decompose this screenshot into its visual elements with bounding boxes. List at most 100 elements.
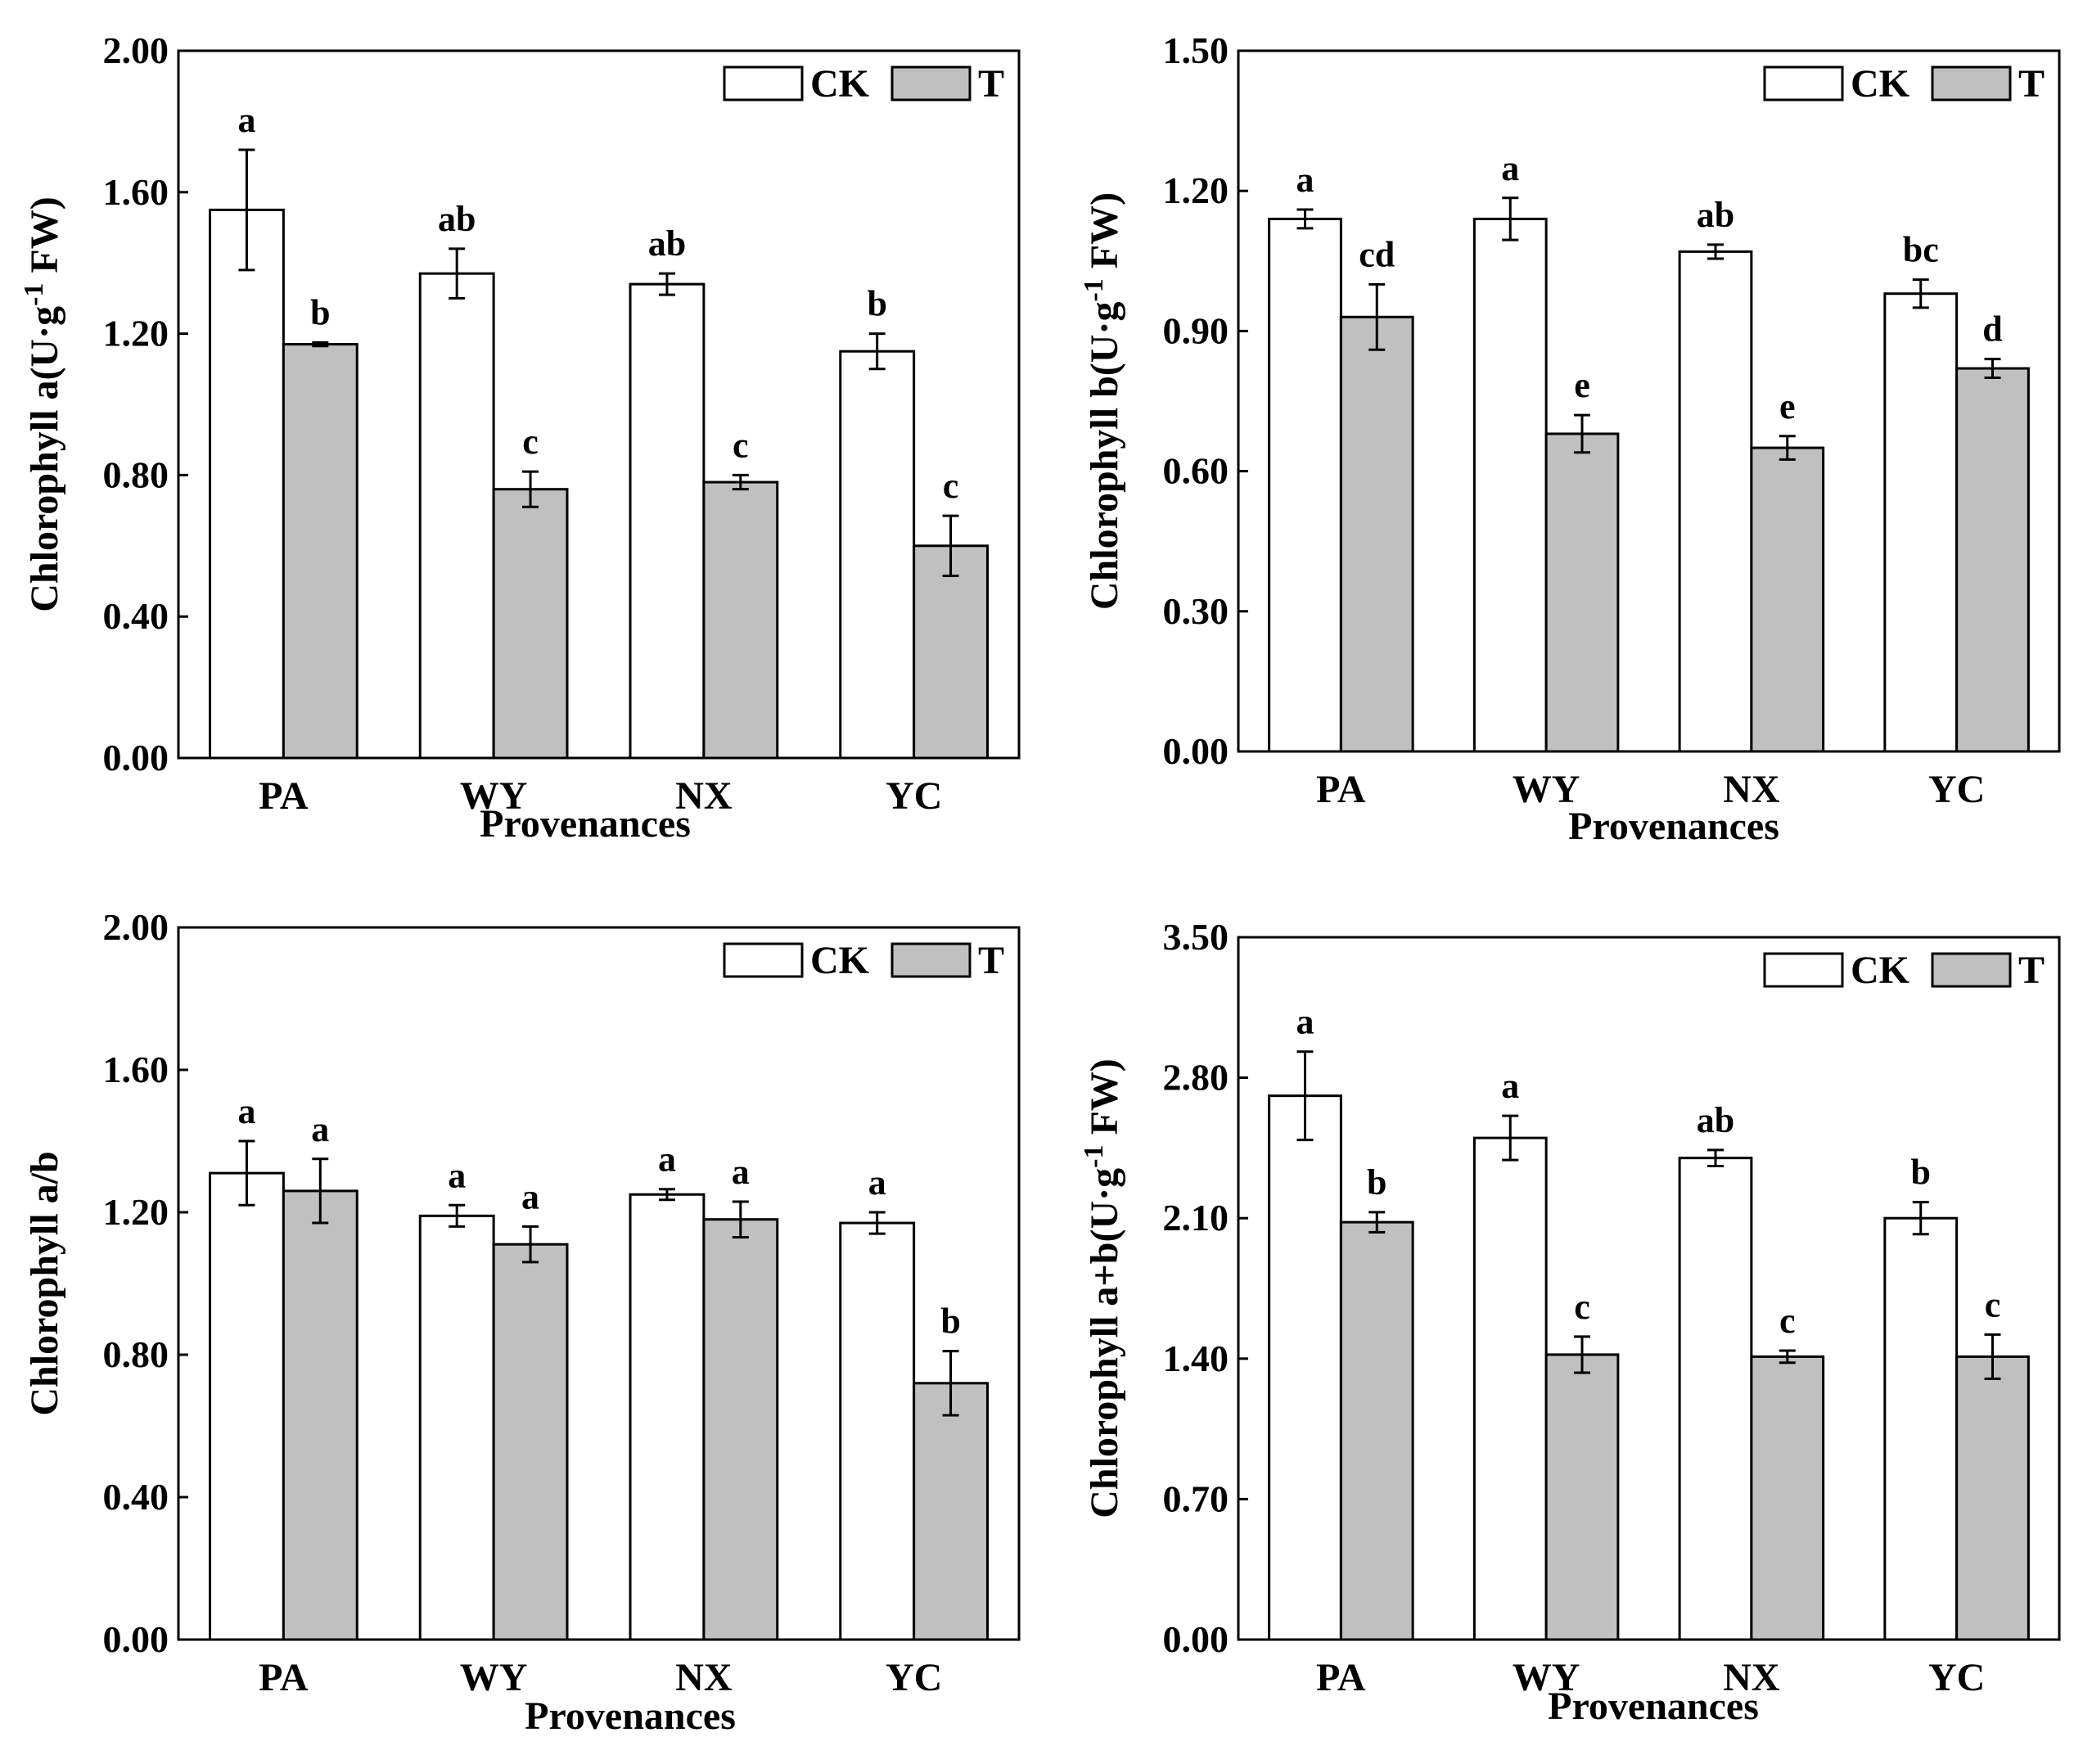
y-axis-label-unit: FW)	[1083, 192, 1126, 278]
significance-letter: c	[1779, 1301, 1796, 1341]
bar-t-pa	[282, 1189, 358, 1641]
legend-label-ck: CK	[1851, 62, 1909, 106]
y-axis-label: Chlorophyll a+b(U·g-1 FW)	[1079, 1058, 1126, 1518]
significance-letter: a	[732, 1152, 750, 1192]
y-tick-label: 0.80	[103, 453, 169, 495]
bar-ck-wy	[418, 272, 495, 760]
x-category-label: NX	[1723, 1656, 1780, 1699]
significance-letter: a	[237, 1091, 255, 1131]
bar-ck-yc	[839, 1221, 916, 1641]
x-category-label: NX	[1723, 768, 1780, 811]
significance-letter: c	[522, 422, 539, 462]
bar-ck-pa	[1268, 217, 1342, 753]
chart-panel-top-left: 0.000.400.801.201.602.00PAabWYabcNXabcYC…	[19, 29, 1021, 846]
significance-letter: ab	[438, 199, 476, 239]
significance-letter: ab	[1697, 1100, 1734, 1140]
significance-letter: a	[658, 1139, 676, 1180]
significance-letter: a	[868, 1162, 886, 1202]
y-axis-label-main: Chlorophyll a/b	[23, 1151, 66, 1415]
y-tick-label: 0.80	[103, 1333, 169, 1375]
x-category-label: WY	[1513, 768, 1580, 811]
y-tick-label: 0.00	[103, 1618, 169, 1660]
legend-label-ck: CK	[810, 62, 869, 106]
y-axis-label-main: Chlorophyll a+b(U·g	[1083, 1168, 1126, 1518]
legend-label-t: T	[2018, 949, 2045, 992]
x-category-label: WY	[460, 1656, 528, 1699]
y-tick-label: 0.40	[103, 1476, 169, 1518]
significance-letter: a	[1501, 1066, 1519, 1106]
legend: CK T	[723, 62, 1004, 106]
legend-label-t: T	[978, 939, 1004, 982]
bar-ck-pa	[209, 208, 285, 760]
bar-ck-wy	[418, 1214, 495, 1641]
x-category-label: PA	[1316, 768, 1366, 811]
bar-ck-nx	[629, 1193, 706, 1641]
y-axis-label-main: Chlorophyll b(U·g	[1083, 302, 1126, 611]
legend-swatch-ck	[723, 65, 804, 102]
x-axis-label: Provenances	[1568, 805, 1779, 848]
y-tick-label: 1.20	[1163, 169, 1229, 211]
y-tick-label: 3.50	[1163, 916, 1229, 958]
chart-panel-bottom-right: 0.000.701.402.102.803.50PAabWYacNXabcYCb…	[1079, 916, 2061, 1728]
y-tick-label: 0.00	[1163, 1618, 1229, 1660]
significance-letter: b	[1367, 1162, 1386, 1202]
y-axis-label-main: Chlorophyll a(U·g	[23, 306, 66, 612]
y-tick-label: 1.60	[103, 1049, 169, 1090]
y-tick-label: 2.10	[1163, 1197, 1229, 1238]
significance-letter: ab	[1697, 195, 1734, 235]
bar-ck-nx	[629, 282, 706, 760]
y-tick-label: 2.00	[103, 29, 169, 71]
significance-letter: a	[1296, 160, 1314, 200]
significance-letter: b	[867, 284, 886, 324]
x-category-label: PA	[259, 774, 309, 818]
x-category-label: YC	[1928, 768, 1985, 811]
significance-letter: b	[940, 1302, 960, 1342]
y-tick-label: 1.60	[103, 171, 169, 213]
significance-letter: a	[237, 100, 255, 140]
y-tick-label: 2.00	[103, 906, 169, 948]
legend-swatch-ck	[1763, 65, 1844, 102]
y-tick-label: 0.00	[1163, 730, 1229, 772]
significance-letter: c	[1985, 1284, 2001, 1324]
legend-label-t: T	[978, 62, 1004, 106]
x-category-label: WY	[460, 774, 528, 818]
x-category-label: YC	[886, 774, 942, 818]
bar-t-nx	[1750, 446, 1825, 753]
bar-ck-nx	[1678, 1157, 1753, 1641]
y-tick-label: 1.40	[1163, 1338, 1229, 1379]
significance-letter: a	[1296, 1002, 1314, 1042]
significance-letter: e	[1779, 386, 1796, 426]
y-tick-label: 0.30	[1163, 590, 1229, 632]
legend-label-ck: CK	[1851, 949, 1909, 992]
bar-t-nx	[702, 1218, 779, 1641]
bar-t-wy	[492, 488, 569, 760]
y-tick-label: 0.90	[1163, 309, 1229, 351]
significance-letter: ab	[648, 223, 686, 264]
bar-t-pa	[1339, 1220, 1414, 1641]
significance-letter: c	[1574, 1287, 1590, 1327]
y-axis-label: Chlorophyll b(U·g-1 FW)	[1079, 192, 1126, 610]
x-axis-label: Provenances	[1548, 1685, 1759, 1728]
x-axis-label: Provenances	[480, 802, 691, 846]
x-category-label: NX	[675, 1656, 733, 1699]
x-category-label: YC	[886, 1656, 942, 1699]
chart-panel-bottom-left: 0.00 0.40 0.80 1.20 1.60 2.00 PA a a WY a a NX a a YC a b…	[23, 906, 1021, 1738]
y-tick-label: 1.20	[103, 313, 169, 354]
bar-t-yc	[913, 1382, 989, 1641]
plot-frame	[177, 926, 1021, 1641]
bar-t-nx	[1750, 1355, 1825, 1641]
bar-t-wy	[492, 1243, 569, 1641]
y-tick-label: 0.00	[103, 737, 169, 778]
significance-letter: c	[733, 425, 749, 465]
x-category-label: PA	[1316, 1656, 1366, 1699]
chart-panel-top-right: 0.00 0.30 0.60 0.90 1.20 1.50 PA a cd WY a e NX ab e YC…	[1079, 29, 2061, 848]
y-tick-label: 0.70	[1163, 1478, 1229, 1519]
legend: CK T	[1763, 62, 2045, 106]
legend-swatch-ck	[723, 942, 804, 978]
x-category-label: NX	[675, 774, 733, 818]
bar-t-yc	[1955, 1355, 2030, 1641]
bar-t-pa	[282, 343, 358, 760]
y-axis-label-superscript: -1	[19, 283, 49, 306]
legend-swatch-t	[890, 942, 972, 978]
